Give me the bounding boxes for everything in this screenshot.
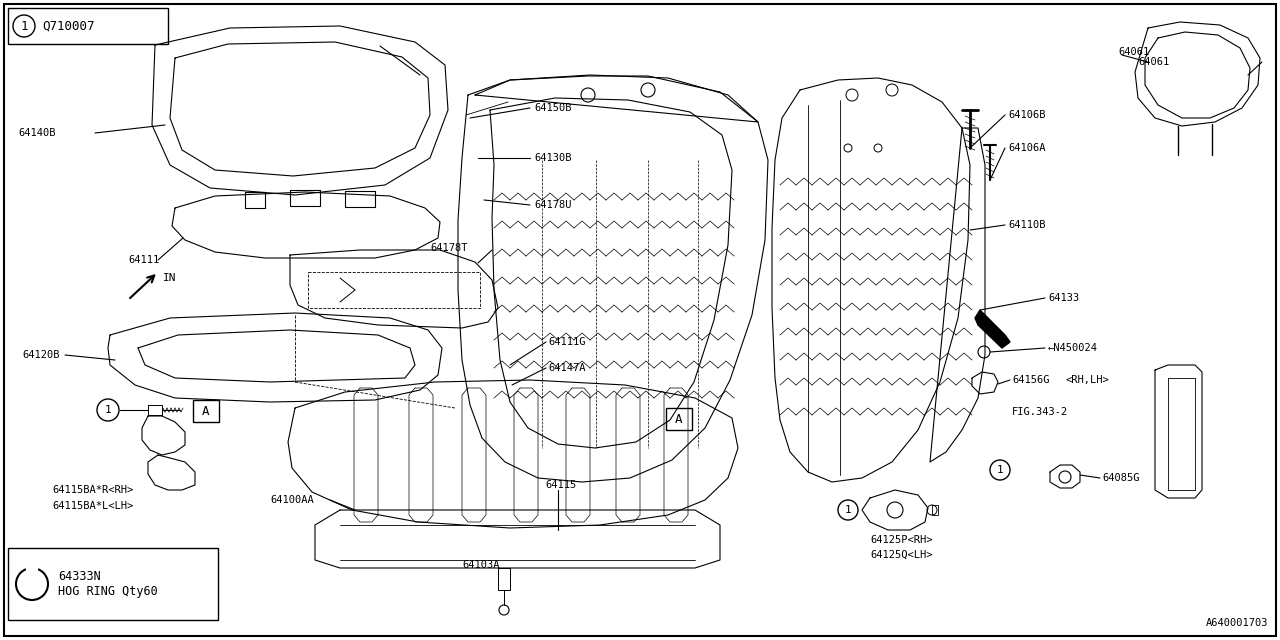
Circle shape — [844, 144, 852, 152]
Circle shape — [978, 346, 989, 358]
Circle shape — [887, 502, 902, 518]
Text: 64111G: 64111G — [548, 337, 585, 347]
Text: 64111: 64111 — [128, 255, 159, 265]
Text: 64120B: 64120B — [22, 350, 59, 360]
Circle shape — [927, 505, 937, 515]
Circle shape — [499, 605, 509, 615]
Circle shape — [838, 500, 858, 520]
Text: 64110B: 64110B — [1009, 220, 1046, 230]
Text: 64100AA: 64100AA — [270, 495, 314, 505]
Bar — [193, 400, 219, 422]
Text: 1: 1 — [105, 405, 111, 415]
Text: 64125Q<LH>: 64125Q<LH> — [870, 550, 933, 560]
Text: 64115: 64115 — [545, 480, 576, 490]
Text: 64061: 64061 — [1117, 47, 1149, 57]
Polygon shape — [975, 310, 1010, 348]
Text: 64133: 64133 — [1048, 293, 1079, 303]
Circle shape — [874, 144, 882, 152]
Circle shape — [17, 568, 49, 600]
Text: 64140B: 64140B — [18, 128, 55, 138]
Text: 64106A: 64106A — [1009, 143, 1046, 153]
Circle shape — [886, 84, 899, 96]
Text: A640001703: A640001703 — [1206, 618, 1268, 628]
Bar — [8, 8, 168, 44]
Wedge shape — [26, 567, 38, 573]
Text: 1: 1 — [997, 465, 1004, 475]
Text: Q710007: Q710007 — [42, 19, 95, 33]
Circle shape — [846, 89, 858, 101]
Circle shape — [641, 83, 655, 97]
Circle shape — [13, 15, 35, 37]
Text: A: A — [202, 404, 210, 417]
Text: 64130B: 64130B — [534, 153, 571, 163]
Text: 1: 1 — [845, 505, 851, 515]
Text: 64103A: 64103A — [462, 560, 499, 570]
Circle shape — [97, 399, 119, 421]
Text: <RH,LH>: <RH,LH> — [1065, 375, 1108, 385]
Bar — [8, 548, 218, 620]
Text: 64147A: 64147A — [548, 363, 585, 373]
Text: 64061: 64061 — [1139, 57, 1170, 67]
Text: 64178T: 64178T — [430, 243, 467, 253]
Text: 64178U: 64178U — [534, 200, 571, 210]
Text: HOG RING Qty60: HOG RING Qty60 — [58, 586, 157, 598]
Text: 64125P<RH>: 64125P<RH> — [870, 535, 933, 545]
Text: 1: 1 — [20, 19, 28, 33]
Text: 64115BA*R<RH>: 64115BA*R<RH> — [52, 485, 133, 495]
Text: ←N450024: ←N450024 — [1048, 343, 1098, 353]
Text: 64333N: 64333N — [58, 570, 101, 582]
Text: 64150B: 64150B — [534, 103, 571, 113]
Text: 64115BA*L<LH>: 64115BA*L<LH> — [52, 501, 133, 511]
Bar — [666, 408, 692, 430]
Circle shape — [989, 460, 1010, 480]
Text: A: A — [676, 413, 682, 426]
Text: 64106B: 64106B — [1009, 110, 1046, 120]
Text: 64156G: 64156G — [1012, 375, 1050, 385]
Text: FIG.343-2: FIG.343-2 — [1012, 407, 1069, 417]
Text: 64085G: 64085G — [1102, 473, 1139, 483]
Circle shape — [1059, 471, 1071, 483]
Circle shape — [581, 88, 595, 102]
Text: IN: IN — [163, 273, 177, 283]
